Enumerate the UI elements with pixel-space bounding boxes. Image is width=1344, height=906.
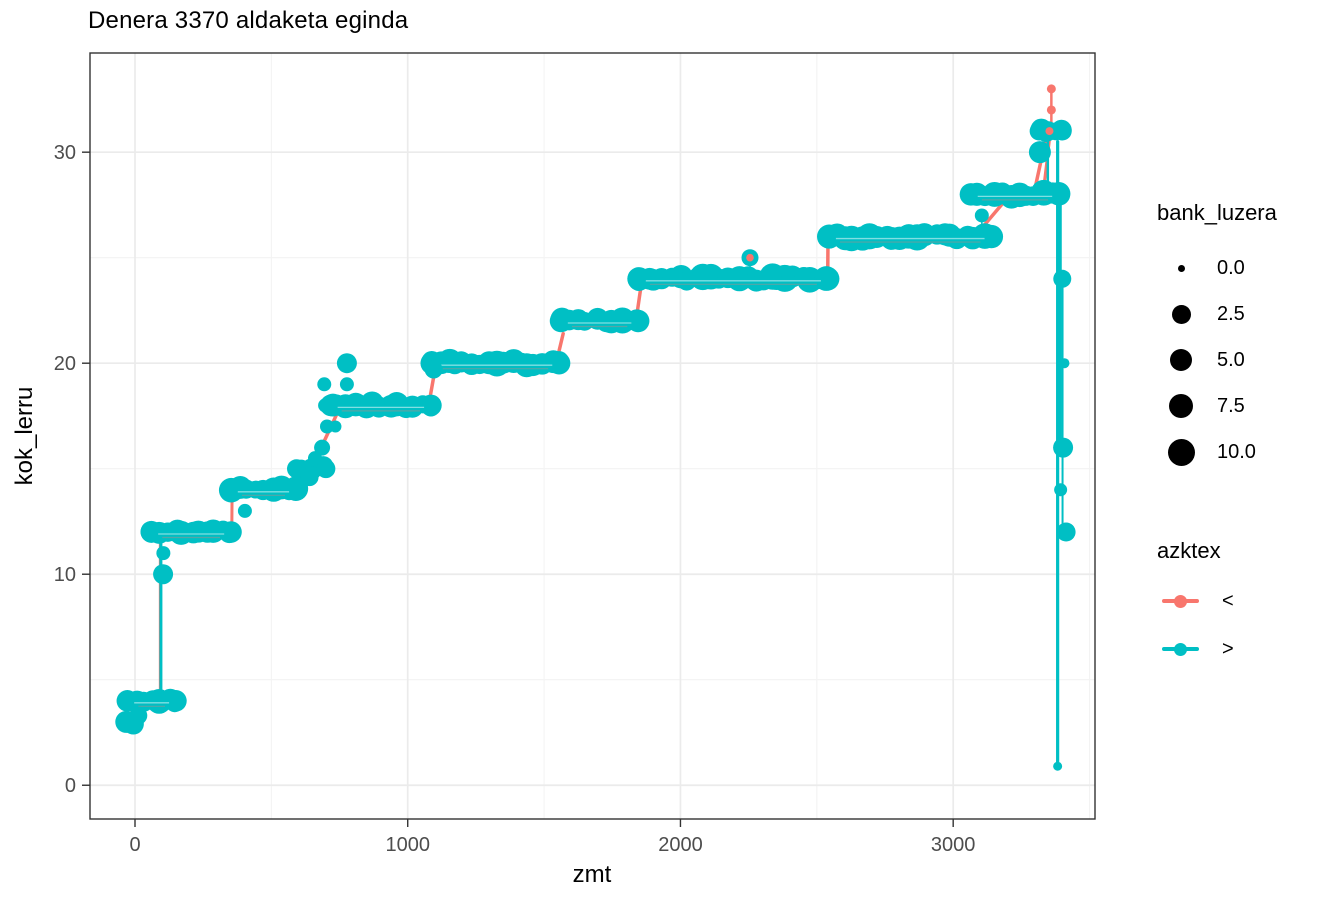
size-legend: bank_luzera 0.0 2.5 5.0 7.5 10.0 [1150,200,1344,500]
legend-key-dot-icon [1174,642,1187,656]
size-dot-icon [1170,349,1192,371]
y-tick-label: 30 [54,142,76,164]
color-legend: azktex < > [1150,538,1344,698]
y-tick-label: 0 [65,775,76,797]
size-dot-icon [1168,393,1194,419]
y-tick-label: 10 [54,564,76,586]
legend-size-value: 2.5 [1217,303,1245,325]
color-legend-title: azktex [1157,538,1221,563]
salmon-point-layer [746,84,1056,262]
teal-band-layer [116,118,1072,714]
legend-size-value: 5.0 [1217,349,1245,371]
x-tick-label: 2000 [658,834,703,856]
x-tick-label: 1000 [385,834,430,856]
legend-color-value: < [1222,590,1234,612]
x-tick-label: 3000 [931,834,976,856]
size-dot-icon [1171,304,1191,324]
chart-title: Denera 3370 aldaketa eginda [88,7,409,34]
gridlines [90,53,1095,819]
size-dot-icon [1167,438,1195,466]
y-axis-title: kok_lerru [11,386,38,486]
size-dot-icon [1177,264,1185,272]
x-tick-label: 0 [129,834,140,856]
legend-size-value: 0.0 [1217,257,1245,279]
panel-border [89,52,1096,820]
legend-key-dot-icon [1174,594,1187,608]
legend-size-value: 10.0 [1217,441,1256,463]
x-axis-title: zmt [572,861,612,888]
panel-background [90,53,1095,819]
legend-color-value: > [1222,638,1234,660]
legend-size-value: 7.5 [1217,395,1245,417]
axis-layer: 0 1000 2000 3000 0 10 20 30 [54,142,976,856]
teal-point-layer [115,121,1076,771]
y-tick-label: 20 [54,353,76,375]
size-legend-title: bank_luzera [1157,200,1277,225]
